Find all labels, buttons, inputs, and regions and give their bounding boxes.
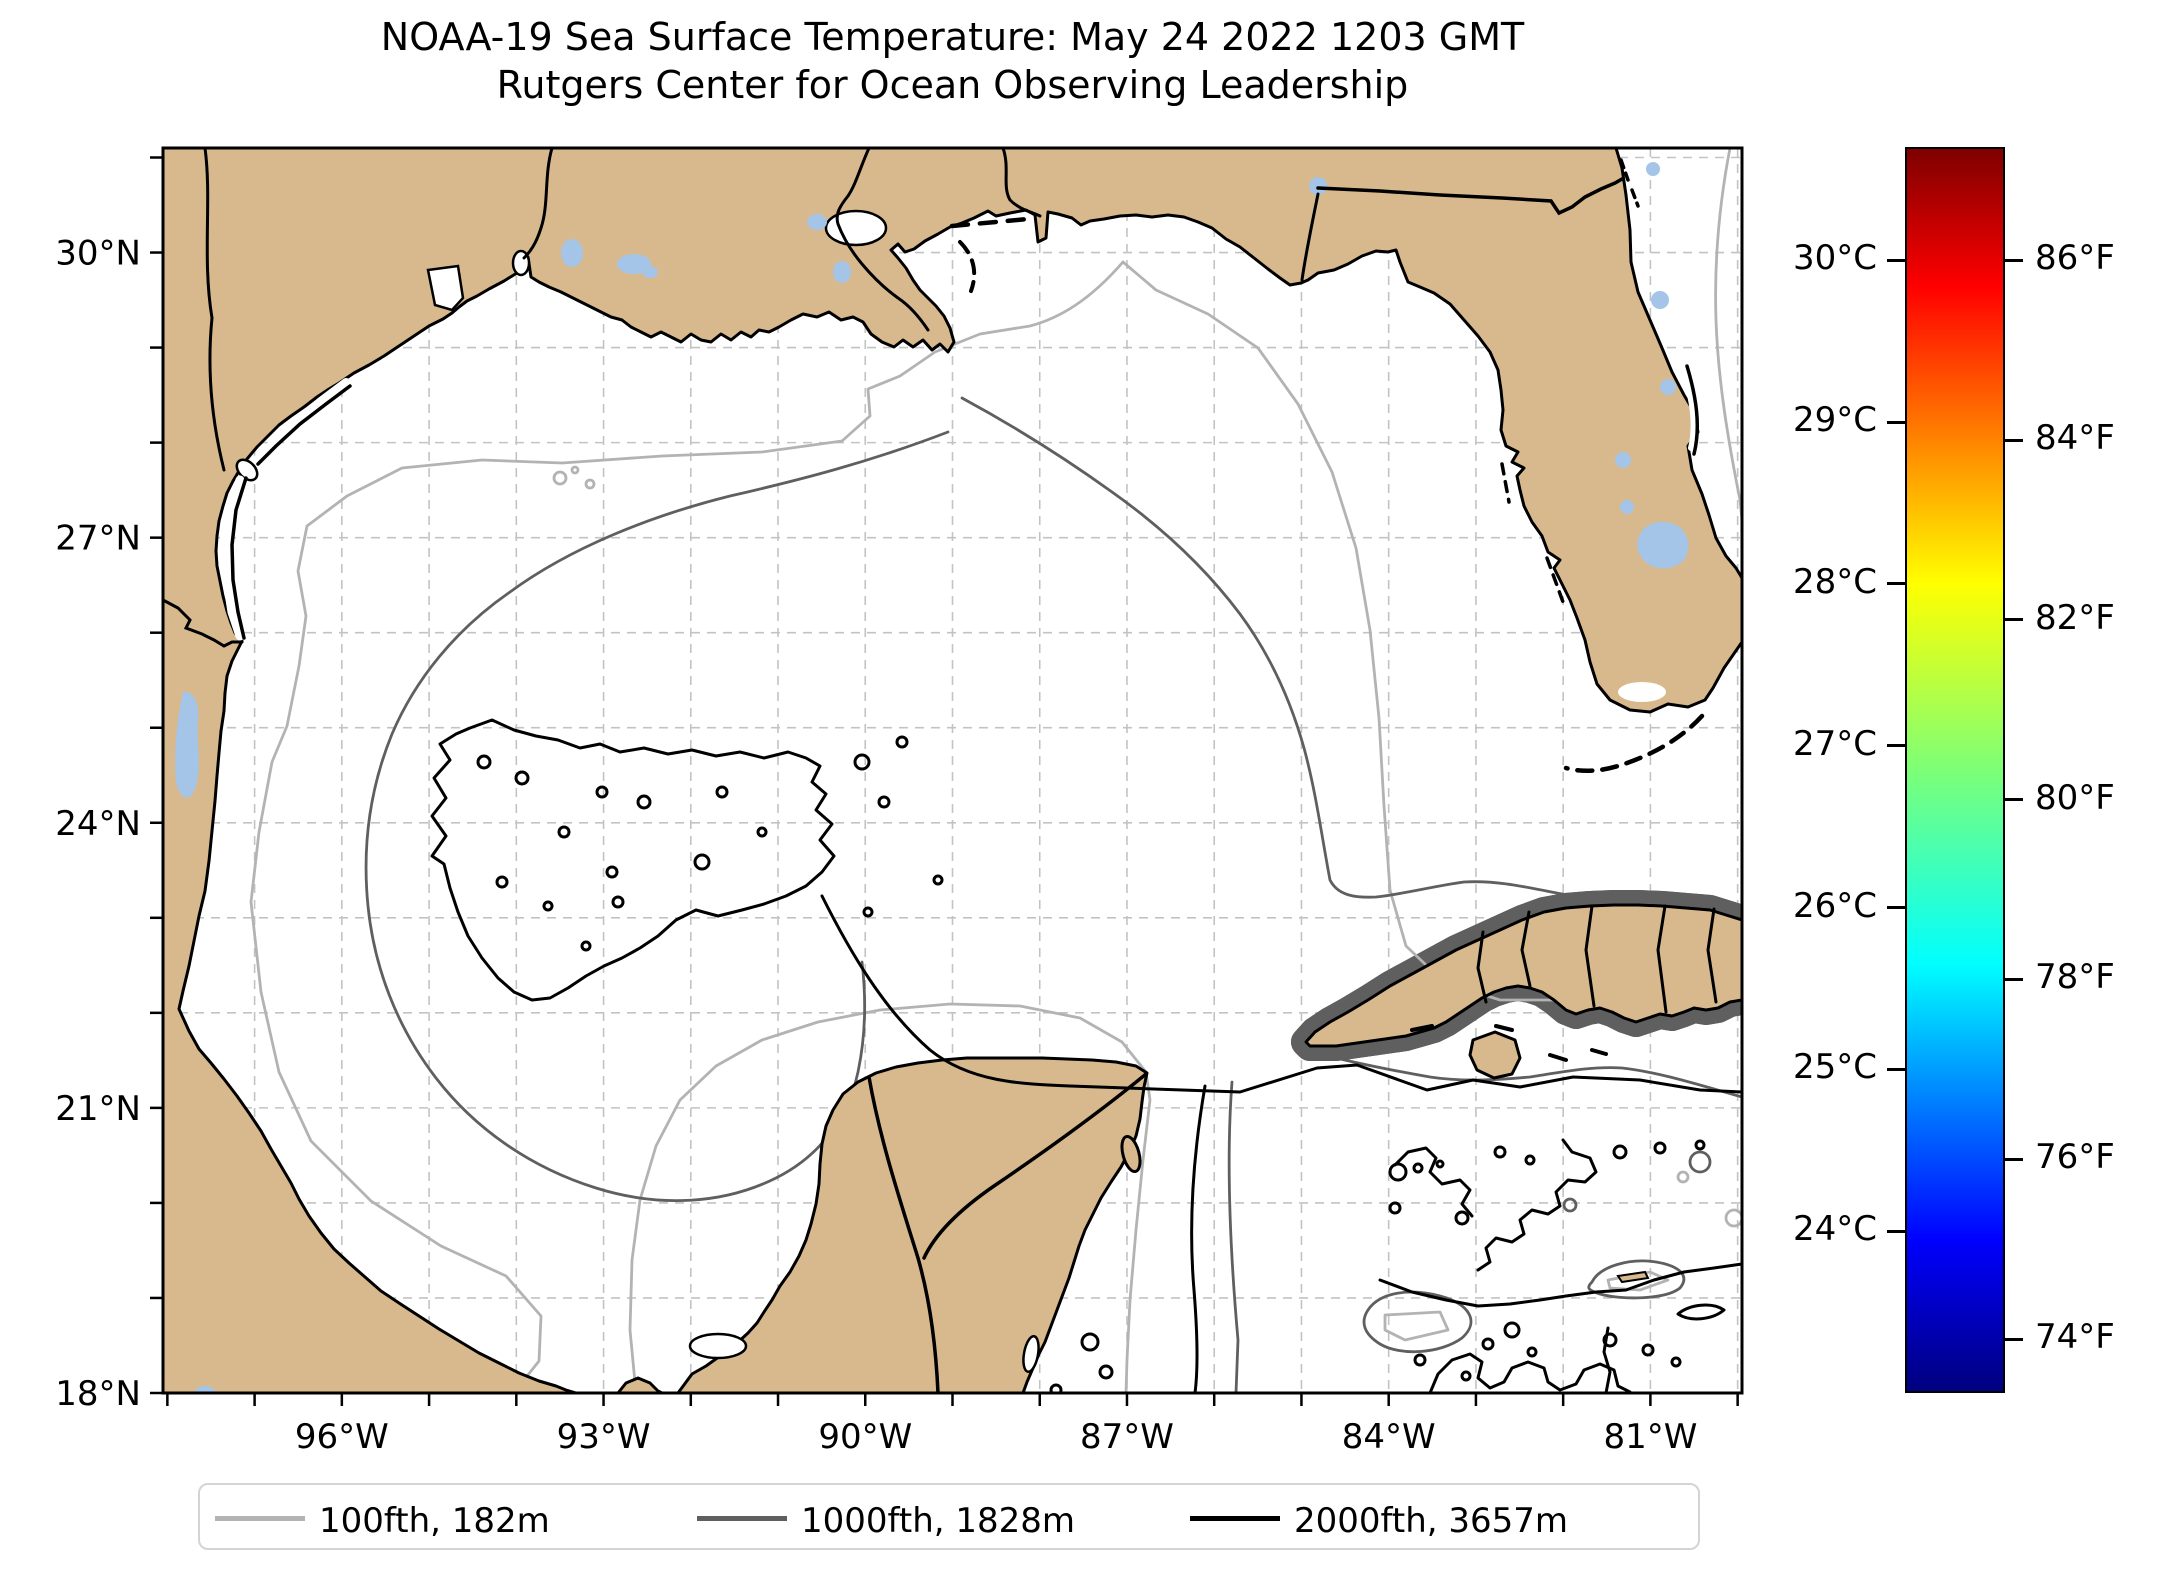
colorbar-tick xyxy=(2005,438,2023,442)
colorbar-celsius-label: 28°C xyxy=(1792,561,1877,602)
barrier-islands xyxy=(221,158,1700,641)
mississippi-river xyxy=(835,148,930,332)
legend-swatch-1000fth xyxy=(697,1516,787,1521)
colorbar-fahrenheit-label: 82°F xyxy=(2035,597,2115,638)
y-tick-label: 21°N xyxy=(55,1089,141,1129)
yucatan-border-2 xyxy=(922,1072,1148,1260)
colorbar-tick xyxy=(1887,420,1905,424)
colorbar-celsius-label: 24°C xyxy=(1792,1209,1877,1250)
contour-2000fth xyxy=(430,718,1742,1393)
x-tick-label: 87°W xyxy=(1080,1417,1174,1457)
lakes xyxy=(175,162,1689,1393)
cozumel-island xyxy=(1120,1134,1142,1174)
y-tick-label: 24°N xyxy=(55,804,141,844)
contour-100fth xyxy=(249,148,1742,1393)
y-tick-label: 27°N xyxy=(55,519,141,559)
colorbar-celsius-label: 30°C xyxy=(1792,238,1877,279)
colorbar-tick xyxy=(2005,258,2023,262)
isla-de-la-juventud xyxy=(1468,1030,1522,1080)
y-tick-label: 30°N xyxy=(55,234,141,274)
x-tick-label: 93°W xyxy=(557,1417,651,1457)
colorbar-celsius-label: 27°C xyxy=(1792,723,1877,764)
sabine-river xyxy=(522,148,554,260)
contour-1000fth xyxy=(364,396,1742,1393)
figure-title: NOAA-19 Sea Surface Temperature: May 24 … xyxy=(380,15,1525,59)
y-tick-label: 18°N xyxy=(55,1374,141,1414)
colorbar-tick xyxy=(1887,1067,1905,1071)
rivers xyxy=(163,148,1320,648)
texas-river xyxy=(203,148,226,472)
mainland-landmass xyxy=(163,148,1742,1393)
florida-keys xyxy=(1563,713,1705,773)
x-tick-label: 84°W xyxy=(1342,1417,1436,1457)
colorbar-tick xyxy=(1887,258,1905,262)
alabama-river xyxy=(1001,148,1042,218)
state-borders xyxy=(867,177,1718,1393)
rio-grande xyxy=(163,598,244,648)
x-tick-label: 90°W xyxy=(818,1417,912,1457)
legend-label-100fth: 100fth, 182m xyxy=(319,1501,550,1541)
everglades-patch xyxy=(1618,682,1666,702)
colorbar-fahrenheit-label: 84°F xyxy=(2035,418,2115,459)
axis-ticks xyxy=(150,156,1739,1406)
x-tick-label: 81°W xyxy=(1603,1417,1697,1457)
cuba-province-borders xyxy=(1476,904,1718,1014)
legend-label-2000fth: 2000fth, 3657m xyxy=(1294,1501,1569,1541)
colorbar-tick xyxy=(2005,618,2023,622)
coastal-bays xyxy=(235,209,1040,1374)
colorbar-tick xyxy=(1887,582,1905,586)
yucatan-border-1 xyxy=(867,1075,940,1393)
colorbar-tick xyxy=(1887,744,1905,748)
cuba-landmass xyxy=(1304,903,1742,1048)
colorbar-fahrenheit-label: 78°F xyxy=(2035,957,2115,998)
colorbar-tick xyxy=(2005,1157,2023,1161)
colorbar-tick xyxy=(2005,1337,2023,1341)
apalachicola-river xyxy=(1300,192,1320,282)
colorbar-tick xyxy=(1887,906,1905,910)
figure-subtitle: Rutgers Center for Ocean Observing Leade… xyxy=(496,63,1409,107)
colorbar-tick xyxy=(2005,977,2023,981)
colorbar-celsius-label: 26°C xyxy=(1792,885,1877,926)
x-tick-label: 96°W xyxy=(295,1417,389,1457)
legend-label-1000fth: 1000fth, 1828m xyxy=(801,1501,1076,1541)
legend-swatch-100fth xyxy=(215,1516,305,1521)
colorbar-celsius-label: 29°C xyxy=(1792,400,1877,441)
sst-colorbar xyxy=(1905,147,2005,1393)
colorbar-celsius-label: 25°C xyxy=(1792,1047,1877,1088)
colorbar-fahrenheit-label: 74°F xyxy=(2035,1317,2115,1358)
colorbar-fahrenheit-label: 86°F xyxy=(2035,238,2115,279)
axis-tick-labels: 96°W 93°W 90°W 87°W 84°W 81°W 30°N 27°N 24°N 21°N… xyxy=(55,234,1697,1457)
bathymetry-legend: 100fth, 182m 1000fth, 1828m 2000fth, 365… xyxy=(198,1483,1700,1550)
colorbar-fahrenheit-label: 80°F xyxy=(2035,777,2115,818)
colorbar-fahrenheit-label: 76°F xyxy=(2035,1137,2115,1178)
colorbar-tick xyxy=(1887,1229,1905,1233)
colorbar-tick xyxy=(2005,798,2023,802)
legend-swatch-2000fth xyxy=(1190,1516,1280,1521)
cayman-islet xyxy=(1616,1270,1650,1284)
florida-georgia-border xyxy=(1316,177,1624,216)
